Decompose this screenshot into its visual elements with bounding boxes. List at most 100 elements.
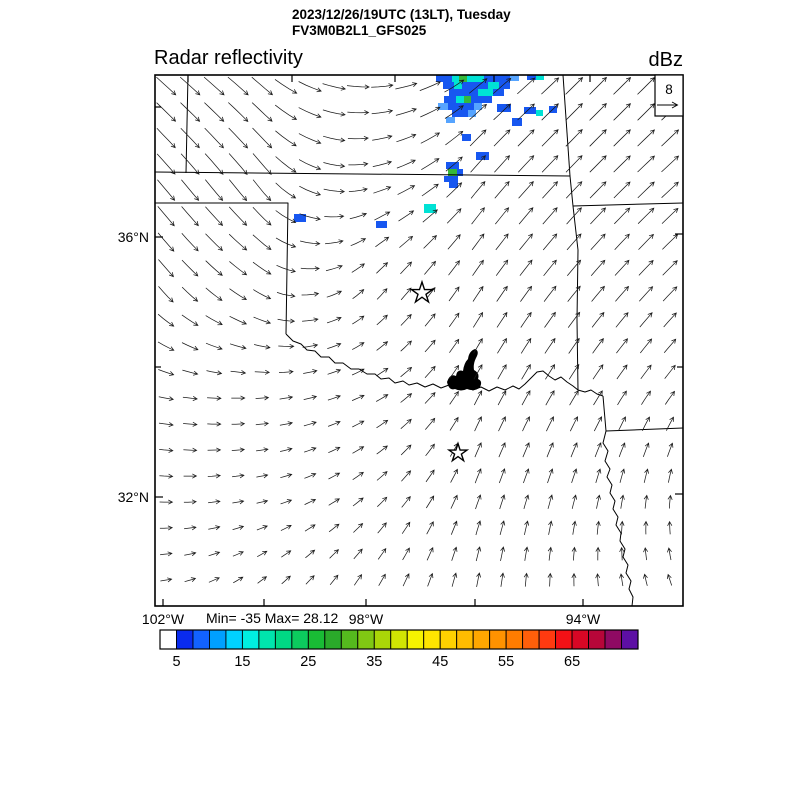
wind-arrow xyxy=(613,181,631,199)
wind-arrow xyxy=(204,153,224,175)
wind-arrow xyxy=(521,364,531,380)
wind-arrow xyxy=(616,364,628,380)
wind-arrow xyxy=(298,159,322,171)
wind-arrow xyxy=(492,77,512,94)
wind-arrow xyxy=(275,130,297,147)
wind-arrow xyxy=(591,285,605,302)
wind-arrow xyxy=(567,259,582,277)
wind-arrow xyxy=(371,83,394,89)
wind-arrow xyxy=(275,156,297,173)
wind-arrow xyxy=(496,311,508,328)
wind-arrow xyxy=(637,181,655,199)
wind-arrow xyxy=(156,76,177,96)
wind-arrow xyxy=(662,233,679,250)
wind-arrow xyxy=(228,153,248,176)
wind-arrow xyxy=(252,234,272,250)
wind-arrow xyxy=(447,234,461,250)
wind-arrow xyxy=(661,129,680,147)
wind-arrow xyxy=(566,233,582,251)
wind-arrow xyxy=(524,546,529,561)
map-frame xyxy=(154,74,684,607)
border-line xyxy=(185,75,189,174)
wind-arrow xyxy=(158,422,174,427)
wind-arrow xyxy=(299,213,321,221)
wind-arrow xyxy=(305,549,316,559)
wind-arrow xyxy=(425,495,435,509)
wind-arrow xyxy=(181,206,199,227)
wind-arrow xyxy=(449,390,459,405)
wind-arrow xyxy=(396,133,417,143)
wind-arrow xyxy=(156,102,177,122)
wind-arrow xyxy=(667,520,673,535)
colorbar-frame xyxy=(159,629,639,650)
wind-arrow xyxy=(350,238,367,247)
wind-arrow xyxy=(353,523,364,533)
wind-arrow xyxy=(420,132,441,144)
wind-arrow xyxy=(304,498,317,505)
wind-arrow xyxy=(642,442,650,458)
wind-arrow xyxy=(208,551,221,557)
colorbar-cell xyxy=(274,629,293,650)
echo-cell xyxy=(527,75,536,80)
wind-arrow xyxy=(591,311,605,328)
colorbar-cell xyxy=(423,629,441,650)
wind-arrow xyxy=(472,311,484,328)
wind-arrow xyxy=(158,369,175,376)
wind-arrow xyxy=(372,160,393,167)
radar-echo-cells xyxy=(294,75,557,228)
wind-arrow xyxy=(397,185,416,195)
wind-arrow xyxy=(520,285,533,302)
wind-arrow xyxy=(544,337,556,354)
reference-box-frame xyxy=(654,74,684,117)
wind-arrow xyxy=(252,206,272,226)
wind-arrow xyxy=(667,547,672,561)
wind-arrow xyxy=(590,233,606,251)
colorbar-cell xyxy=(555,629,573,650)
wind-arrow xyxy=(376,394,389,402)
wind-arrow xyxy=(523,494,530,510)
wind-arrow xyxy=(419,81,442,91)
wind-arrow xyxy=(157,341,175,351)
echo-cell xyxy=(444,176,458,182)
wind-arrow xyxy=(160,551,173,557)
wind-arrow xyxy=(399,235,414,248)
wind-arrow xyxy=(421,183,439,197)
wind-arrow xyxy=(570,442,578,458)
wind-arrow xyxy=(251,76,274,96)
reference-value: 8 xyxy=(665,82,673,97)
wind-arrow xyxy=(205,287,223,301)
border-line xyxy=(602,430,634,606)
wind-arrow xyxy=(301,291,320,297)
wind-arrow xyxy=(637,155,655,173)
wind-arrow xyxy=(449,364,460,379)
wind-arrow xyxy=(256,447,269,453)
wind-arrow xyxy=(522,442,530,458)
wind-arrow xyxy=(208,525,221,531)
wind-arrow xyxy=(232,499,245,505)
wind-arrow xyxy=(378,573,386,586)
echo-cell xyxy=(452,75,459,82)
wind-arrow xyxy=(231,421,246,427)
wind-arrow xyxy=(347,110,370,116)
wind-arrow xyxy=(424,392,436,404)
wind-arrow xyxy=(208,499,221,505)
wind-arrow xyxy=(205,206,224,226)
wind-arrow xyxy=(352,315,365,325)
wind-arrow xyxy=(545,390,555,406)
wind-arrow xyxy=(614,233,630,250)
wind-arrow xyxy=(667,494,673,509)
wind-arrow xyxy=(280,499,293,505)
wind-arrow xyxy=(351,368,365,376)
wind-arrow xyxy=(183,499,197,505)
wind-arrow xyxy=(280,525,292,531)
reference-arrow-icon xyxy=(657,101,679,109)
wind-arrow xyxy=(300,240,321,246)
wind-arrow xyxy=(158,396,174,402)
wind-arrow xyxy=(426,521,434,535)
wind-arrow xyxy=(181,286,199,302)
echo-cell xyxy=(499,82,510,89)
wind-arrow xyxy=(156,128,176,149)
echo-cell xyxy=(467,75,484,82)
border-line xyxy=(569,175,579,391)
wind-arrow xyxy=(590,259,606,276)
